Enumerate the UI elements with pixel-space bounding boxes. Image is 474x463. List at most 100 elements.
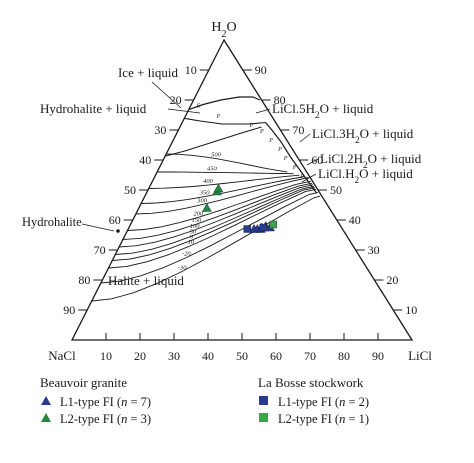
isotherm-label: -20: [182, 251, 191, 258]
bottom-edge-tick-label: 40: [202, 349, 214, 363]
invariant-point-label: E: [195, 104, 200, 110]
triangle-marker-icon: [40, 395, 60, 410]
bottom-edge-tick-label: 90: [372, 349, 384, 363]
isotherm-curve: [100, 192, 318, 284]
invariant-point-label: P: [299, 174, 304, 180]
triangle-outline: [70, 38, 414, 341]
isotherm-curve: [166, 153, 288, 173]
isotherm-curve: [157, 171, 294, 175]
legend-left: Beauvoir granite L1-type FI (n = 7) L2-t…: [40, 375, 151, 428]
legend-entry: L1-type FI (n = 2): [258, 394, 369, 411]
label-pointer-line: [151, 81, 182, 109]
invariant-point-label: P: [248, 123, 253, 129]
bottom-edge-tick-label: 30: [168, 349, 180, 363]
isotherm-label: 0: [190, 233, 194, 240]
vertex-label-left: NaCl: [48, 348, 76, 363]
field-label: Hydrohalite: [22, 215, 82, 229]
left-edge-tick-label: 10: [185, 63, 197, 77]
bottom-edge-tick-label: 60: [270, 349, 282, 363]
field-label: LiCl.2H2O + liquid: [320, 151, 422, 171]
bottom-edge-tick-label: 80: [338, 349, 350, 363]
left-edge-tick-label: 30: [154, 123, 166, 137]
isotherm-curve: [135, 177, 309, 215]
triangle-data-point: [202, 203, 212, 212]
vertex-label-top: H2O: [211, 20, 236, 40]
right-edge-tick-label: 10: [405, 303, 417, 317]
isotherm-label: -30: [178, 264, 187, 271]
axis-ticks: 10 90 10 20 80 20 30 70 30 40 60 40 50 50 50 60 40 60 70 30…: [63, 63, 417, 363]
bottom-edge-tick-label: 10: [100, 349, 112, 363]
legend-right: La Bosse stockwork L1-type FI (n = 2) L2…: [258, 375, 369, 428]
bottom-edge-tick-label: 50: [236, 349, 248, 363]
right-edge-tick-label: 20: [386, 273, 398, 287]
field-label: Ice + liquid: [118, 65, 179, 80]
field-label: LiCl.5H2O + liquid: [272, 101, 374, 121]
legend-group-title: La Bosse stockwork: [258, 375, 364, 390]
ice-cotectic-curve: [188, 96, 261, 111]
right-edge-tick-label: 60: [311, 153, 323, 167]
label-pointer-line: [255, 108, 271, 114]
isotherm-curve: [115, 186, 315, 255]
square-marker-icon: [258, 395, 278, 410]
right-edge-tick-label: 40: [349, 213, 361, 227]
square-data-point: [259, 223, 267, 232]
data-points: [202, 183, 278, 233]
isotherm-label: 300: [196, 198, 208, 205]
left-edge-tick-label: 50: [124, 183, 136, 197]
isotherm-label: 500: [211, 152, 222, 159]
hydrohalite-cotectic-curve: [184, 117, 266, 125]
right-edge-tick-label: 90: [255, 63, 267, 77]
left-edge-tick-label: 70: [94, 243, 106, 257]
bottom-edge-tick-label: 70: [304, 349, 316, 363]
label-pointer-line: [81, 223, 115, 232]
vertex-label-right: LiCl: [408, 348, 432, 363]
triangle-frame: [70, 38, 414, 341]
triangle-marker-icon: [40, 412, 60, 427]
invariant-point-label: P: [216, 114, 221, 120]
isotherm-curve: [127, 180, 311, 231]
right-edge-tick-label: 50: [330, 183, 342, 197]
isotherm-label: 50: [190, 229, 197, 236]
isotherm-curve: [141, 176, 305, 204]
square-data-point: [243, 225, 251, 233]
field-label: LiCl.H2O + liquid: [318, 166, 413, 186]
legend-entry: L2-type FI (n = 1): [258, 411, 369, 428]
invariant-point-label: P: [283, 156, 288, 162]
label-pointer-line: [167, 108, 201, 114]
field-label: LiCl.3H2O + liquid: [312, 126, 414, 146]
isotherm-label: 450: [207, 165, 218, 172]
invariant-point-label: P: [268, 138, 273, 144]
isotherm-curve: [108, 188, 317, 269]
hydrohalite-halite-boundary: [165, 126, 262, 157]
right-edge-tick-label: 30: [368, 243, 380, 257]
left-edge-tick-label: 60: [109, 213, 121, 227]
legend-entry: L2-type FI (n = 3): [40, 411, 151, 428]
left-edge-tick-label: 80: [78, 273, 90, 287]
isotherm-label: -10: [185, 239, 194, 246]
legend-label: L2-type FI (n = 1): [278, 412, 370, 426]
legend-label: L1-type FI (n = 2): [278, 395, 370, 409]
label-pointer-line: [299, 133, 311, 143]
left-edge-tick-label: 90: [63, 303, 75, 317]
triangle-data-point: [213, 183, 224, 193]
legend-group-title: Beauvoir granite: [40, 375, 127, 390]
right-edge-tick-label: 70: [292, 123, 304, 137]
isotherm-label: 350: [199, 190, 211, 197]
legend-label: L1-type FI (n = 7): [60, 395, 152, 409]
isotherm-label: 150: [191, 217, 202, 224]
bottom-edge-tick-label: 20: [134, 349, 146, 363]
isotherm-curve: [91, 195, 321, 302]
legend-label: L2-type FI (n = 3): [60, 412, 152, 426]
legend-entry: L1-type FI (n = 7): [40, 394, 151, 411]
isotherm-label: 400: [203, 178, 214, 185]
invariant-point-label: P: [292, 165, 297, 171]
invariant-point-label: P: [277, 147, 282, 153]
square-marker-icon: [258, 412, 278, 427]
label-pointer-line: [301, 173, 317, 183]
right-edge-tick-label: 80: [274, 93, 286, 107]
isotherm-curve: [122, 182, 313, 240]
label-pointer-line: [306, 158, 319, 166]
isotherm-curve: [119, 184, 314, 248]
